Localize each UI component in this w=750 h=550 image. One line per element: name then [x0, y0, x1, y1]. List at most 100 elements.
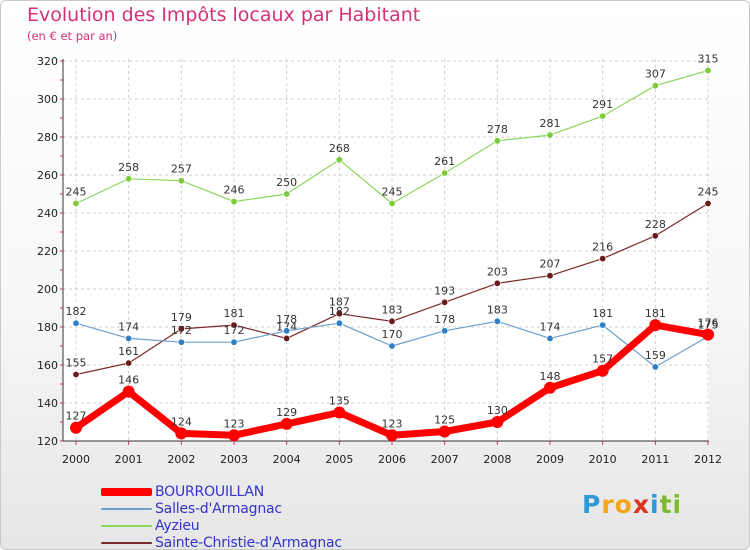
data-point-bourrouillan: [438, 425, 451, 438]
data-label-bourrouillan: 123: [224, 417, 245, 430]
data-point-bourrouillan: [228, 429, 240, 442]
data-label-sainte-christie-d-armagnac: 181: [224, 307, 245, 320]
legend-label: BOURROUILLAN: [155, 484, 265, 500]
data-point-salles-d-armagnac: [125, 334, 133, 342]
data-point-bourrouillan: [280, 417, 293, 430]
data-point-bourrouillan: [702, 328, 714, 341]
data-label-salles-d-armagnac: 174: [540, 320, 561, 333]
data-point-salles-d-armagnac: [177, 338, 185, 346]
x-tick-label: 2011: [641, 453, 669, 466]
x-tick-label: 2003: [220, 453, 248, 466]
data-label-salles-d-armagnac: 174: [118, 320, 139, 333]
data-label-sainte-christie-d-armagnac: 161: [118, 345, 139, 358]
legend-swatch: [101, 488, 152, 496]
data-point-salles-d-armagnac: [335, 319, 343, 327]
legend-swatch: [101, 542, 152, 544]
y-tick-label: 300: [37, 93, 58, 106]
data-point-sainte-christie-d-armagnac: [230, 321, 238, 329]
legend-label: Ayzieu: [155, 518, 200, 534]
data-label-bourrouillan: 123: [382, 417, 403, 430]
data-point-salles-d-armagnac: [546, 334, 554, 342]
data-point-sainte-christie-d-armagnac: [72, 370, 80, 378]
y-tick-label: 180: [37, 321, 58, 334]
data-label-sainte-christie-d-armagnac: 179: [171, 311, 192, 324]
data-label-salles-d-armagnac: 178: [434, 313, 455, 326]
data-point-ayzieu: [651, 82, 659, 90]
data-point-sainte-christie-d-armagnac: [546, 272, 554, 280]
data-label-sainte-christie-d-armagnac: 203: [487, 265, 508, 278]
plot-area: [63, 59, 709, 441]
data-label-sainte-christie-d-armagnac: 207: [540, 258, 561, 271]
y-tick-label: 320: [37, 55, 58, 68]
x-tick-label: 2006: [378, 453, 406, 466]
data-label-salles-d-armagnac: 170: [382, 328, 403, 341]
data-point-ayzieu: [546, 131, 554, 139]
data-point-ayzieu: [335, 156, 343, 164]
data-point-bourrouillan: [649, 319, 662, 332]
x-tick-label: 2001: [115, 453, 143, 466]
data-point-sainte-christie-d-armagnac: [335, 310, 343, 318]
data-label-bourrouillan: 130: [487, 404, 508, 417]
x-tick-label: 2010: [589, 453, 617, 466]
data-point-bourrouillan: [596, 364, 609, 377]
data-point-salles-d-armagnac: [441, 327, 449, 335]
data-label-ayzieu: 250: [276, 176, 297, 189]
y-tick-label: 220: [37, 245, 58, 258]
data-point-sainte-christie-d-armagnac: [704, 200, 712, 208]
data-point-sainte-christie-d-armagnac: [125, 359, 133, 367]
data-point-sainte-christie-d-armagnac: [599, 255, 607, 263]
data-point-ayzieu: [704, 67, 712, 75]
data-label-salles-d-armagnac: 159: [645, 349, 666, 362]
legend-label: Sainte-Christie-d'Armagnac: [155, 535, 342, 550]
data-point-sainte-christie-d-armagnac: [493, 279, 501, 287]
data-point-sainte-christie-d-armagnac: [177, 325, 185, 333]
data-point-ayzieu: [388, 200, 396, 208]
data-label-salles-d-armagnac: 172: [224, 324, 245, 337]
data-label-sainte-christie-d-armagnac: 228: [645, 218, 666, 231]
data-label-sainte-christie-d-armagnac: 183: [382, 303, 403, 316]
data-point-bourrouillan: [491, 416, 504, 428]
data-point-bourrouillan: [544, 381, 556, 394]
data-point-ayzieu: [283, 190, 291, 198]
data-label-bourrouillan: 148: [540, 370, 561, 383]
data-label-ayzieu: 281: [540, 117, 561, 130]
data-point-salles-d-armagnac: [72, 319, 80, 327]
data-point-ayzieu: [125, 175, 133, 183]
data-label-bourrouillan: 146: [118, 374, 139, 387]
y-tick-label: 260: [37, 169, 58, 182]
data-point-bourrouillan: [386, 429, 398, 442]
x-tick-label: 2012: [694, 453, 722, 466]
data-point-salles-d-armagnac: [493, 317, 501, 325]
data-point-salles-d-armagnac: [230, 338, 238, 346]
y-tick-label: 140: [37, 397, 58, 410]
chart-title: Evolution des Impôts locaux par Habitant: [27, 4, 421, 26]
data-label-sainte-christie-d-armagnac: 155: [66, 357, 87, 370]
data-label-sainte-christie-d-armagnac: 193: [434, 284, 455, 297]
data-label-bourrouillan: 127: [66, 410, 87, 423]
data-label-salles-d-armagnac: 182: [66, 305, 87, 318]
data-label-ayzieu: 278: [487, 123, 508, 136]
y-tick-label: 240: [37, 207, 58, 220]
data-label-salles-d-armagnac: 181: [592, 307, 613, 320]
data-label-ayzieu: 246: [224, 184, 245, 197]
y-tick-label: 160: [37, 359, 58, 372]
data-point-ayzieu: [493, 137, 501, 145]
x-tick-label: 2005: [325, 453, 353, 466]
data-label-salles-d-armagnac: 172: [171, 324, 192, 337]
data-label-bourrouillan: 129: [276, 406, 297, 419]
data-label-ayzieu: 307: [645, 68, 666, 81]
data-label-ayzieu: 315: [698, 53, 719, 66]
data-label-salles-d-armagnac: 175: [698, 319, 719, 332]
data-label-bourrouillan: 125: [434, 414, 455, 427]
data-label-bourrouillan: 181: [645, 307, 666, 320]
data-label-ayzieu: 257: [171, 163, 192, 176]
data-point-salles-d-armagnac: [599, 321, 607, 329]
x-tick-label: 2000: [62, 453, 90, 466]
proxiti-logo: Proxiti: [582, 490, 683, 519]
data-label-sainte-christie-d-armagnac: 245: [698, 186, 719, 199]
data-point-salles-d-armagnac: [651, 363, 659, 371]
y-tick-label: 120: [37, 435, 58, 448]
data-point-sainte-christie-d-armagnac: [388, 317, 396, 325]
